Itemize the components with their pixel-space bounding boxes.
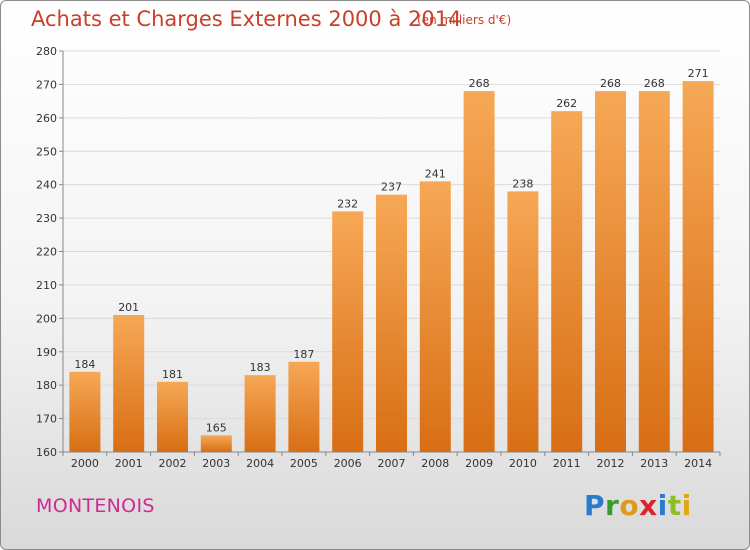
value-label: 181 (162, 368, 183, 381)
bar (288, 361, 320, 452)
value-label: 232 (337, 197, 358, 210)
y-tick-label: 280 (36, 45, 57, 58)
bar (244, 375, 276, 452)
bar (419, 181, 451, 452)
bar (376, 194, 407, 453)
bar (157, 381, 188, 452)
y-tick-labels: 160 170 180 190 200 210 220 230 240 250 260 270 280 (36, 45, 57, 459)
value-label: 241 (425, 167, 446, 180)
bar (595, 91, 626, 452)
bar (113, 314, 145, 452)
bars (69, 81, 714, 453)
y-tick-label: 170 (36, 413, 57, 426)
x-tick-label: 2006 (334, 457, 362, 470)
value-label: 187 (293, 348, 314, 361)
y-tick-label: 180 (36, 379, 57, 392)
proxiti-logo[interactable]: Proxiti (584, 489, 692, 522)
chart-title: Achats et Charges Externes 2000 à 2014 (31, 7, 462, 31)
bar (332, 211, 364, 452)
x-tick-label: 2009 (465, 457, 493, 470)
x-tick-label: 2014 (684, 457, 712, 470)
logo-letter: r (605, 489, 620, 522)
value-label: 184 (74, 358, 95, 371)
x-tick-labels: 2000 2001 2002 2003 2004 2005 2006 2007 2008 2009… (71, 457, 712, 470)
y-tick-label: 230 (36, 212, 57, 225)
value-label: 268 (469, 77, 490, 90)
logo-letter: P (584, 489, 606, 522)
y-tick-label: 260 (36, 112, 57, 125)
value-label: 238 (512, 177, 533, 190)
y-tick-label: 200 (36, 312, 57, 325)
y-tick-label: 270 (36, 78, 57, 91)
y-tick-label: 160 (36, 446, 57, 459)
logo-letter: t (667, 489, 682, 522)
x-tick-label: 2001 (115, 457, 143, 470)
x-tick-label: 2013 (640, 457, 668, 470)
x-tick-label: 2008 (421, 457, 449, 470)
unit-note: (en milliers d'€) (417, 13, 512, 27)
value-label: 183 (250, 361, 271, 374)
value-label: 268 (644, 77, 665, 90)
location-name: MONTENOIS (36, 495, 155, 517)
y-tick-label: 240 (36, 179, 57, 192)
x-tick-label: 2005 (290, 457, 318, 470)
value-label: 262 (556, 97, 577, 110)
value-label: 165 (206, 421, 227, 434)
value-label: 271 (688, 67, 709, 80)
bar (200, 435, 232, 452)
value-labels: 184 201 181 165 183 187 232 237 241 268 238 262 268 2… (74, 67, 708, 434)
value-label: 237 (381, 181, 402, 194)
value-label: 268 (600, 77, 621, 90)
bar (551, 111, 583, 453)
y-tick-label: 210 (36, 279, 57, 292)
y-tick-label: 220 (36, 246, 57, 259)
x-tick-label: 2002 (159, 457, 187, 470)
x-tick-label: 2011 (553, 457, 581, 470)
logo-letter: x (639, 489, 658, 522)
x-tick-label: 2004 (246, 457, 274, 470)
x-tick-label: 2003 (202, 457, 230, 470)
x-tick-label: 2012 (597, 457, 625, 470)
bar (507, 191, 539, 452)
logo-letter: o (619, 489, 640, 522)
bar (463, 91, 495, 452)
x-tick-label: 2007 (378, 457, 406, 470)
bar (682, 81, 714, 452)
bar (69, 371, 101, 452)
y-tick-label: 250 (36, 145, 57, 158)
logo-letter: i (657, 489, 668, 522)
logo-letter: i (681, 489, 692, 522)
bar (638, 91, 670, 452)
value-label: 201 (118, 301, 139, 314)
x-tick-label: 2010 (509, 457, 537, 470)
y-tick-label: 190 (36, 346, 57, 359)
x-tick-label: 2000 (71, 457, 99, 470)
